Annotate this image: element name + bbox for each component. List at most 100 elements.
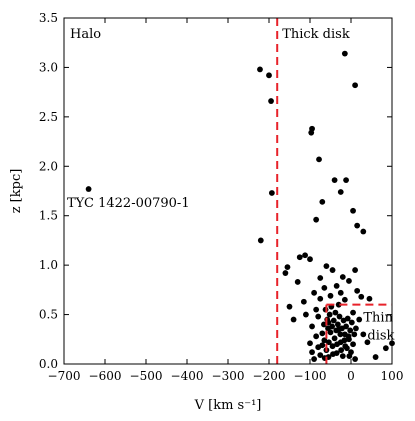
data-point [332, 309, 339, 316]
data-point [341, 50, 348, 57]
data-point [360, 228, 367, 235]
data-point [364, 339, 371, 346]
data-point [350, 309, 356, 316]
data-point [342, 343, 349, 350]
data-point [337, 189, 344, 195]
data-point [284, 264, 291, 271]
data-point [346, 353, 353, 359]
halo-region-label: Halo [70, 27, 101, 42]
data-point [313, 216, 320, 223]
thick-disk-region-label: Thick disk [282, 27, 350, 42]
data-point [334, 321, 341, 328]
data-point [300, 298, 307, 305]
x-tick-label: −600 [89, 369, 122, 383]
data-point [329, 343, 336, 350]
data-point [352, 267, 358, 273]
data-point [360, 331, 367, 338]
data-point [325, 339, 332, 346]
data-point [315, 313, 322, 320]
data-point [334, 341, 340, 348]
thin-disk-region-label-line2: disk [367, 329, 394, 344]
data-point [308, 129, 315, 136]
data-point [343, 323, 349, 330]
data-point [327, 292, 334, 299]
data-point [268, 98, 274, 104]
data-point [348, 319, 355, 326]
y-tick-label: 0.5 [39, 308, 58, 322]
data-point [307, 256, 313, 263]
data-point [337, 331, 344, 338]
star-annotation: TYC 1422-00790-1 [67, 196, 190, 211]
y-tick-label: 1.0 [39, 258, 58, 272]
population-boundaries [276, 18, 392, 364]
data-point [321, 321, 327, 328]
data-point [330, 317, 337, 324]
data-point [366, 295, 373, 302]
data-point [338, 347, 345, 354]
x-axis-label: V [km s⁻¹] [194, 398, 262, 413]
data-point [343, 177, 349, 184]
data-point [353, 325, 359, 332]
data-point [302, 252, 308, 259]
data-point [307, 340, 313, 347]
data-point [372, 354, 379, 360]
data-point [346, 278, 352, 284]
data-point [323, 263, 330, 270]
data-point [317, 352, 324, 359]
data-point [333, 283, 340, 289]
data-point [331, 335, 338, 342]
data-point [382, 345, 389, 352]
data-point [330, 351, 336, 358]
data-point [268, 190, 275, 196]
data-point [321, 337, 328, 344]
data-point [345, 333, 352, 340]
data-point [319, 330, 326, 337]
y-tick-label: 2.5 [39, 110, 58, 124]
data-point [344, 315, 351, 322]
y-tick-label: 3.5 [39, 11, 58, 25]
y-tick-label: 1.5 [39, 209, 58, 223]
x-tick-label: −700 [48, 369, 81, 383]
x-tick-label: −500 [130, 369, 163, 383]
data-point [266, 72, 272, 79]
y-tick-label: 0.0 [39, 357, 58, 371]
data-point [352, 356, 358, 362]
data-point [85, 186, 92, 192]
axis-ticks: −700 −600 −500 −400 −300 −200 −100 0 100 0.0 0.5 1.… [39, 11, 404, 383]
data-point [321, 284, 328, 291]
data-point [351, 331, 358, 338]
data-point [335, 301, 342, 308]
data-point [290, 316, 297, 323]
data-point [316, 156, 322, 163]
data-point [325, 325, 331, 332]
x-tick-label: −200 [253, 369, 286, 383]
data-point [339, 353, 346, 359]
data-point [347, 327, 354, 334]
data-point [326, 311, 333, 318]
data-point [313, 306, 320, 313]
data-point [257, 66, 263, 73]
data-point [358, 293, 365, 300]
data-point [317, 295, 324, 302]
data-point [339, 274, 346, 280]
data-points [85, 50, 395, 362]
y-axis-label: z [kpc] [9, 169, 24, 214]
data-point [341, 296, 348, 303]
data-point [303, 311, 309, 318]
data-point [257, 237, 264, 244]
data-point [309, 323, 315, 330]
data-point [313, 333, 320, 340]
data-point [333, 327, 340, 334]
data-point [329, 267, 336, 273]
x-tick-label: −100 [294, 369, 327, 383]
data-point [350, 207, 356, 214]
data-point [294, 279, 301, 285]
data-point [337, 289, 344, 296]
x-tick-label: 100 [381, 369, 404, 383]
x-tick-label: 0 [347, 369, 355, 383]
data-point [352, 82, 358, 89]
data-point [309, 349, 315, 356]
data-point [341, 337, 348, 344]
data-point [356, 316, 363, 323]
